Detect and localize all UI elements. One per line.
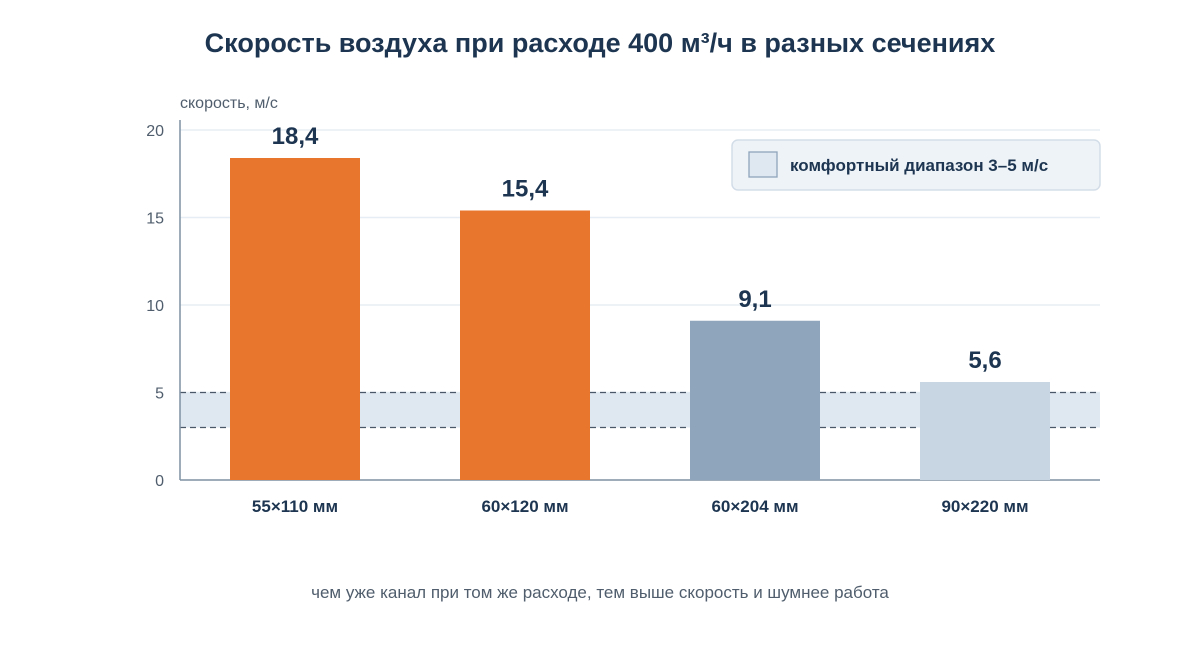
y-tick-label: 20	[146, 123, 164, 140]
y-tick-label: 10	[146, 298, 164, 315]
y-axis-label: скорость, м/с	[180, 95, 278, 112]
x-category-label: 60×120 мм	[481, 497, 568, 516]
y-tick-label: 5	[155, 386, 164, 403]
x-category-label: 60×204 мм	[711, 497, 798, 516]
legend-box	[731, 139, 1101, 191]
bar	[230, 158, 360, 480]
bar-value-label: 9,1	[738, 286, 771, 313]
labels: 18,4 55×110 мм 15,4 60×120 мм 9,1 60×204 мм 5,…	[252, 123, 1029, 516]
legend: комфортный диапазон 3–5 м/с	[731, 139, 1101, 191]
chart-footnote: чем уже канал при том же расходе, тем вы…	[311, 583, 889, 602]
bars	[230, 158, 1050, 480]
y-tick-label: 0	[155, 473, 164, 490]
bar	[920, 382, 1050, 480]
chart-title: Скорость воздуха при расходе 400 м³/ч в …	[204, 28, 996, 58]
bar	[690, 320, 820, 480]
bar-value-label: 5,6	[968, 347, 1001, 374]
legend-swatch	[748, 151, 778, 178]
bar	[460, 210, 590, 480]
x-category-label: 55×110 мм	[252, 497, 338, 516]
legend-label: комфортный диапазон 3–5 м/с	[790, 156, 1048, 175]
bar-value-label: 15,4	[502, 176, 549, 203]
y-tick-label: 15	[146, 211, 164, 228]
x-category-label: 90×220 мм	[941, 497, 1028, 516]
bar-value-label: 18,4	[272, 123, 319, 150]
